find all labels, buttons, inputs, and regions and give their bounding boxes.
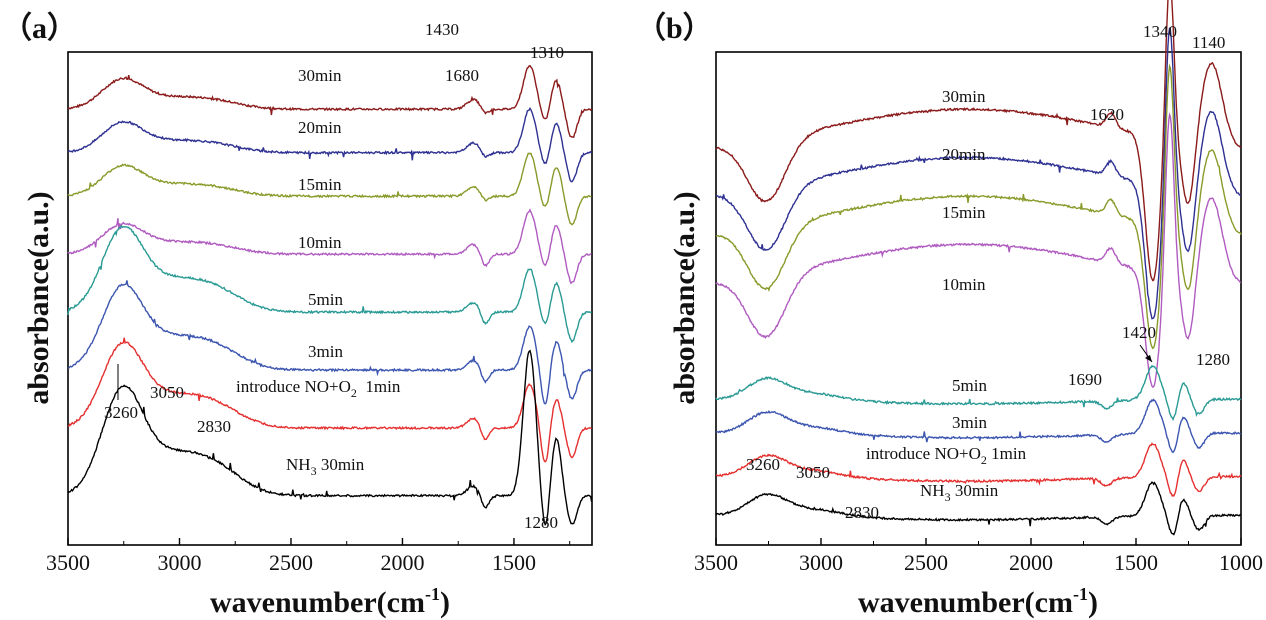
x-tick-label: 1500 bbox=[492, 550, 536, 575]
series-label-nh3-30min: NH3 30min bbox=[286, 455, 365, 478]
series-line-nh3-30min bbox=[715, 481, 1242, 536]
series-label-10min: 10min bbox=[942, 275, 986, 294]
series-line-3min bbox=[715, 398, 1242, 454]
series-label-30min: 30min bbox=[298, 66, 342, 85]
series-line-nh3-30min bbox=[67, 349, 593, 526]
series-line-introduce-no-o2-1min bbox=[716, 442, 1242, 498]
peak-label-1280: 1280 bbox=[524, 513, 558, 532]
series-line-30min bbox=[67, 64, 593, 139]
series-label-nh3-30min: NH3 30min bbox=[920, 481, 999, 504]
series-line-30min bbox=[715, 0, 1242, 282]
series-line-20min bbox=[716, 27, 1241, 320]
peak-label-3050: 3050 bbox=[796, 463, 830, 482]
x-tick-label: 3000 bbox=[157, 550, 201, 575]
series-label-5min: 5min bbox=[952, 376, 987, 395]
series-line-15min bbox=[715, 63, 1242, 350]
series-label-30min: 30min bbox=[942, 87, 986, 106]
peak-label-3260: 3260 bbox=[746, 455, 780, 474]
x-tick-label: 3000 bbox=[799, 550, 843, 575]
peak-label-1680: 1680 bbox=[445, 66, 479, 85]
series-line-20min bbox=[67, 107, 593, 183]
peak-label-1430: 1430 bbox=[425, 20, 459, 39]
panel-a-y-axis-title: absorbance(a.u.) bbox=[22, 191, 55, 404]
panel-a-plot bbox=[67, 64, 593, 526]
series-line-introduce-no-o2-1min bbox=[67, 337, 592, 463]
series-line-5min bbox=[67, 224, 593, 344]
x-tick-label: 2500 bbox=[904, 550, 948, 575]
peak-label-1280: 1280 bbox=[1196, 350, 1230, 369]
x-tick-label: 3500 bbox=[694, 550, 738, 575]
panel-b-plot bbox=[715, 0, 1242, 536]
series-label-5min: 5min bbox=[308, 290, 343, 309]
x-tick-label: 2000 bbox=[380, 550, 424, 575]
panel-b-y-axis-title: absorbance(a.u.) bbox=[668, 191, 701, 404]
peak-label-2830: 2830 bbox=[845, 503, 879, 522]
series-label-3min: 3min bbox=[308, 342, 343, 361]
series-line-3min bbox=[67, 280, 593, 405]
peak-label-1310: 1310 bbox=[530, 43, 564, 62]
x-tick-label: 1500 bbox=[1114, 550, 1158, 575]
peak-label-1620: 1620 bbox=[1090, 105, 1124, 124]
peak-arrowhead-1420 bbox=[1145, 355, 1152, 362]
panel-b-x-axis-title: wavenumber(cm-1) bbox=[858, 584, 1098, 619]
series-label-introduce-no-o2: introduce NO+O2 1min bbox=[866, 444, 1027, 467]
series-label-introduce-no-o2: introduce NO+O2 1min bbox=[236, 377, 401, 400]
peak-label-2830: 2830 bbox=[197, 417, 231, 436]
series-label-15min: 15min bbox=[942, 203, 986, 222]
panel-b-x-ticks: 3500 3000 2500 2000 1500 1000 bbox=[694, 538, 1263, 575]
series-line-10min bbox=[67, 208, 592, 285]
x-tick-label: 3500 bbox=[46, 550, 90, 575]
panel-a-x-ticks: 3500 3000 2500 2000 1500 bbox=[46, 538, 571, 575]
series-line-10min bbox=[715, 112, 1242, 388]
peak-label-1420: 1420 bbox=[1122, 323, 1156, 342]
x-tick-label: 2000 bbox=[1009, 550, 1053, 575]
series-line-15min bbox=[67, 152, 592, 226]
series-label-20min: 20min bbox=[298, 118, 342, 137]
panel-b-letter: （b） bbox=[636, 11, 713, 45]
series-line-5min bbox=[715, 364, 1242, 422]
peak-label-1340: 1340 bbox=[1143, 22, 1177, 41]
series-label-15min: 15min bbox=[298, 175, 342, 194]
series-label-10min: 10min bbox=[298, 233, 342, 252]
peak-label-3050: 3050 bbox=[150, 383, 184, 402]
panel-a-x-axis-title: wavenumber(cm-1) bbox=[210, 584, 450, 619]
peak-label-1690: 1690 bbox=[1068, 370, 1102, 389]
x-tick-label: 1000 bbox=[1219, 550, 1263, 575]
panel-a-frame bbox=[67, 51, 593, 546]
panel-a-letter: （a） bbox=[2, 11, 77, 45]
panel-a: （a） 3500 3000 2500 2000 1500 30min 20min 15m… bbox=[2, 11, 593, 575]
panel-b: （b） 3500 3000 2500 2000 1500 1000 30min 20min… bbox=[636, 0, 1263, 575]
peak-label-3260: 3260 bbox=[104, 403, 138, 422]
x-tick-label: 2500 bbox=[269, 550, 313, 575]
peak-label-1140: 1140 bbox=[1192, 33, 1225, 52]
series-label-3min: 3min bbox=[952, 413, 987, 432]
series-label-20min: 20min bbox=[942, 145, 986, 164]
